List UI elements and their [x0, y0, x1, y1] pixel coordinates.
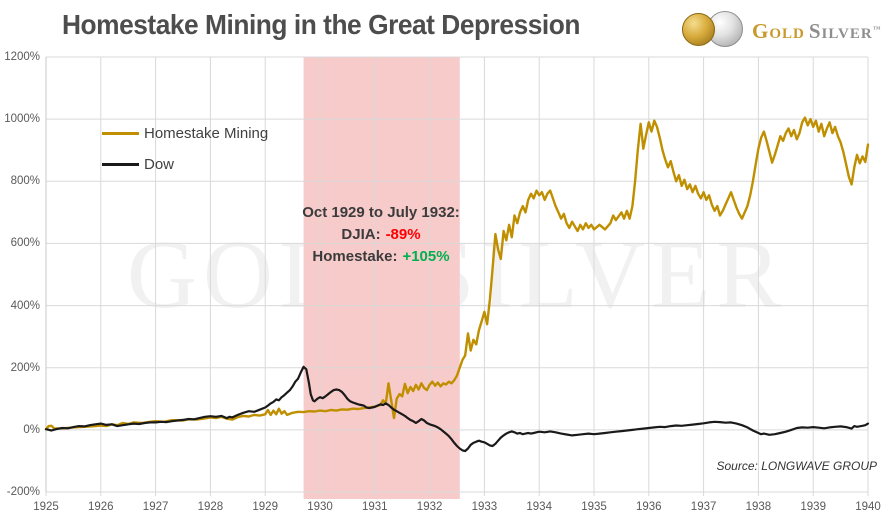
- homestake-line-swatch: [102, 131, 139, 135]
- x-axis-tick-label: 1928: [197, 501, 224, 513]
- annotation-homestake-value: +105%: [402, 248, 450, 265]
- x-axis-tick-label: 1926: [88, 501, 114, 513]
- goldsilver-logo: Gold Silver™: [680, 10, 881, 48]
- y-axis-tick-label: 600%: [10, 237, 40, 250]
- x-axis-tick-label: 1927: [142, 501, 169, 513]
- logo-gold-text: Gold: [752, 19, 805, 43]
- x-axis-tick-label: 1932: [416, 501, 443, 513]
- legend-item-homestake: Homestake Mining: [102, 123, 268, 143]
- annotation-djia-value: -89%: [385, 226, 421, 243]
- x-axis-tick-label: 1940: [855, 501, 881, 513]
- annotation-homestake-line: Homestake: +105%: [271, 246, 491, 268]
- y-axis-tick-label: 0%: [23, 423, 40, 436]
- x-axis-tick-label: 1938: [745, 501, 772, 513]
- legend-label-homestake: Homestake Mining: [144, 124, 269, 142]
- x-axis-tick-label: 1935: [581, 501, 607, 513]
- logo-silver-text: Silver: [808, 19, 873, 43]
- y-axis-tick-label: -200%: [6, 486, 40, 498]
- shaded-crash-band: [303, 57, 460, 499]
- y-axis-tick-label: 1200%: [4, 51, 40, 63]
- logo-trademark: ™: [872, 24, 881, 34]
- annotation-djia-label: DJIA:: [341, 226, 381, 243]
- x-axis-tick-label: 1931: [362, 501, 388, 513]
- annotation-period: Oct 1929 to July 1932:: [302, 204, 460, 221]
- x-axis-tick-label: 1930: [307, 501, 333, 513]
- gold-coin-icon: [682, 13, 715, 46]
- logo-wordmark: Gold Silver™: [752, 19, 881, 44]
- y-axis-tick-label: 400%: [10, 299, 40, 312]
- crash-period-annotation: Oct 1929 to July 1932: DJIA: -89% Homesta…: [271, 202, 491, 268]
- x-axis-tick-label: 1925: [33, 501, 59, 513]
- annotation-djia-line: DJIA: -89%: [271, 224, 491, 246]
- x-axis-tick-label: 1937: [690, 501, 717, 513]
- legend: Homestake Mining Dow: [102, 123, 268, 185]
- page-title: Homestake Mining in the Great Depression: [62, 9, 580, 40]
- x-axis-tick-label: 1929: [252, 501, 278, 513]
- x-axis-tick-label: 1939: [800, 501, 826, 513]
- x-axis-tick-label: 1936: [636, 501, 662, 513]
- legend-item-dow: Dow: [102, 154, 268, 174]
- source-credit: Source: LONGWAVE GROUP: [716, 459, 878, 473]
- legend-label-dow: Dow: [144, 155, 175, 173]
- y-axis-tick-label: 800%: [10, 175, 40, 188]
- y-axis-tick-label: 1000%: [4, 113, 40, 126]
- x-axis-tick-label: 1934: [526, 501, 552, 513]
- x-axis-tick-label: 1933: [471, 501, 498, 513]
- y-axis-tick-label: 200%: [10, 361, 40, 374]
- dow-line-swatch: [102, 162, 139, 166]
- annotation-homestake-label: Homestake:: [312, 248, 398, 265]
